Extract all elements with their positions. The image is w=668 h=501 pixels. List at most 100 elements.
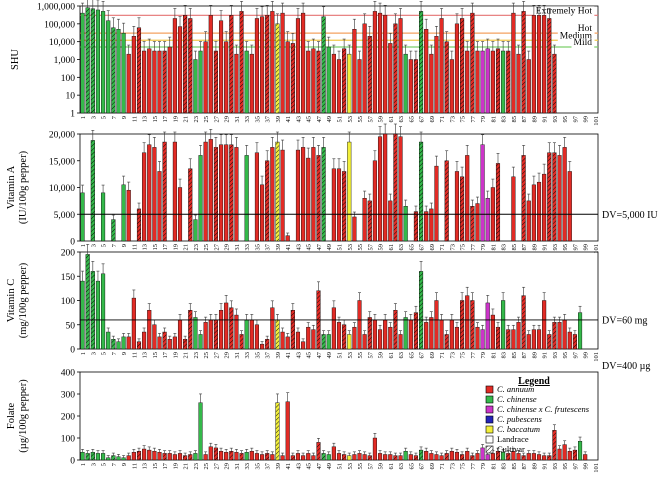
x-tick-label: 59 bbox=[378, 352, 385, 359]
bar bbox=[116, 341, 121, 350]
bar bbox=[531, 453, 536, 461]
bar bbox=[336, 322, 342, 350]
bar bbox=[218, 20, 224, 114]
bar bbox=[116, 456, 121, 461]
bar bbox=[336, 168, 342, 242]
x-tick-label: 71 bbox=[439, 352, 446, 359]
bar bbox=[536, 15, 542, 114]
x-tick-label: 25 bbox=[203, 463, 210, 470]
legend-label: C. annuum bbox=[497, 384, 534, 394]
bar bbox=[285, 336, 290, 350]
bar-hatch bbox=[470, 455, 475, 460]
bar-hatch bbox=[444, 41, 449, 113]
x-tick-label: 97 bbox=[572, 243, 579, 250]
bar-hatch bbox=[367, 317, 372, 349]
bar bbox=[193, 453, 198, 461]
bar-hatch bbox=[552, 322, 557, 349]
legend-swatch bbox=[485, 435, 494, 444]
bar-hatch bbox=[393, 310, 398, 349]
x-tick-label: 51 bbox=[337, 244, 344, 251]
x-tick-label: 37 bbox=[265, 351, 272, 358]
bar bbox=[172, 141, 177, 242]
x-tick-label: 65 bbox=[408, 352, 415, 359]
x-tick-label: 69 bbox=[429, 116, 436, 123]
bar bbox=[311, 147, 316, 242]
bar bbox=[208, 15, 213, 114]
x-tick-label: 19 bbox=[172, 244, 179, 251]
bar bbox=[131, 297, 136, 350]
x-tick-label: 71 bbox=[439, 244, 446, 251]
x-tick-label: 21 bbox=[183, 244, 190, 251]
bar-hatch bbox=[552, 430, 557, 460]
bar bbox=[449, 451, 454, 461]
x-tick-label: 81 bbox=[490, 116, 497, 123]
x-tick-label: 19 bbox=[172, 116, 179, 123]
bar bbox=[121, 457, 126, 461]
bar bbox=[121, 32, 126, 114]
bar bbox=[398, 18, 403, 114]
bar bbox=[454, 171, 460, 242]
bar bbox=[357, 59, 362, 114]
bar-hatch bbox=[419, 11, 423, 113]
bar bbox=[101, 11, 106, 114]
x-tick-label: 45 bbox=[306, 463, 313, 470]
x-tick-label: 53 bbox=[347, 116, 354, 123]
bar bbox=[306, 326, 311, 350]
bar-hatch bbox=[506, 329, 511, 349]
x-tick-label: 51 bbox=[337, 352, 344, 359]
x-tick-label: 1 bbox=[80, 463, 87, 466]
x-tick-label: 59 bbox=[378, 463, 385, 470]
x-tick-label: 27 bbox=[213, 351, 220, 358]
bar bbox=[331, 168, 336, 242]
bar-hatch bbox=[137, 27, 141, 114]
bar bbox=[424, 211, 429, 242]
x-tick-label: 17 bbox=[162, 351, 169, 358]
heat-band-label: Hot bbox=[578, 24, 593, 34]
y-tick-label: 10,000 bbox=[49, 38, 75, 48]
x-tick-label: 67 bbox=[419, 351, 426, 358]
bar-hatch bbox=[342, 454, 346, 460]
bar-hatch bbox=[419, 142, 423, 241]
x-tick-label: 73 bbox=[449, 244, 456, 251]
bar bbox=[224, 302, 229, 350]
x-tick-label: 95 bbox=[562, 244, 569, 251]
bar-hatch bbox=[90, 8, 95, 113]
x-tick-label: 41 bbox=[285, 116, 292, 123]
legend-label: Cultivar bbox=[497, 444, 525, 454]
bar bbox=[398, 136, 403, 242]
bar bbox=[542, 173, 547, 242]
bar bbox=[434, 454, 439, 461]
bar bbox=[172, 18, 177, 114]
x-tick-label: 75 bbox=[460, 463, 467, 470]
bar bbox=[131, 452, 136, 461]
bar-hatch bbox=[290, 43, 295, 113]
x-tick-label: 27 bbox=[213, 115, 220, 122]
bar bbox=[542, 455, 547, 461]
bar bbox=[80, 192, 85, 242]
bar-hatch bbox=[521, 455, 526, 460]
bar bbox=[101, 192, 106, 242]
bar bbox=[383, 319, 388, 350]
bar bbox=[511, 12, 516, 114]
bar bbox=[439, 18, 444, 114]
bar-hatch bbox=[90, 271, 95, 349]
bar bbox=[485, 454, 490, 461]
x-tick-label: 11 bbox=[131, 244, 138, 250]
y-tick-label: 0 bbox=[70, 238, 75, 248]
bar bbox=[177, 319, 183, 350]
bar bbox=[280, 331, 285, 350]
bar bbox=[362, 334, 367, 350]
x-tick-label: 7 bbox=[111, 462, 118, 466]
bar bbox=[147, 144, 152, 242]
x-tick-label: 43 bbox=[295, 352, 302, 359]
bar bbox=[352, 326, 357, 350]
bar bbox=[152, 324, 157, 350]
bar bbox=[377, 453, 383, 461]
x-tick-label: 11 bbox=[131, 352, 138, 358]
bar bbox=[101, 273, 106, 350]
x-tick-label: 29 bbox=[224, 244, 231, 251]
x-tick-label: 7 bbox=[111, 351, 118, 355]
x-tick-label: 29 bbox=[224, 116, 231, 123]
bar-hatch bbox=[183, 455, 187, 460]
bar bbox=[511, 176, 516, 242]
